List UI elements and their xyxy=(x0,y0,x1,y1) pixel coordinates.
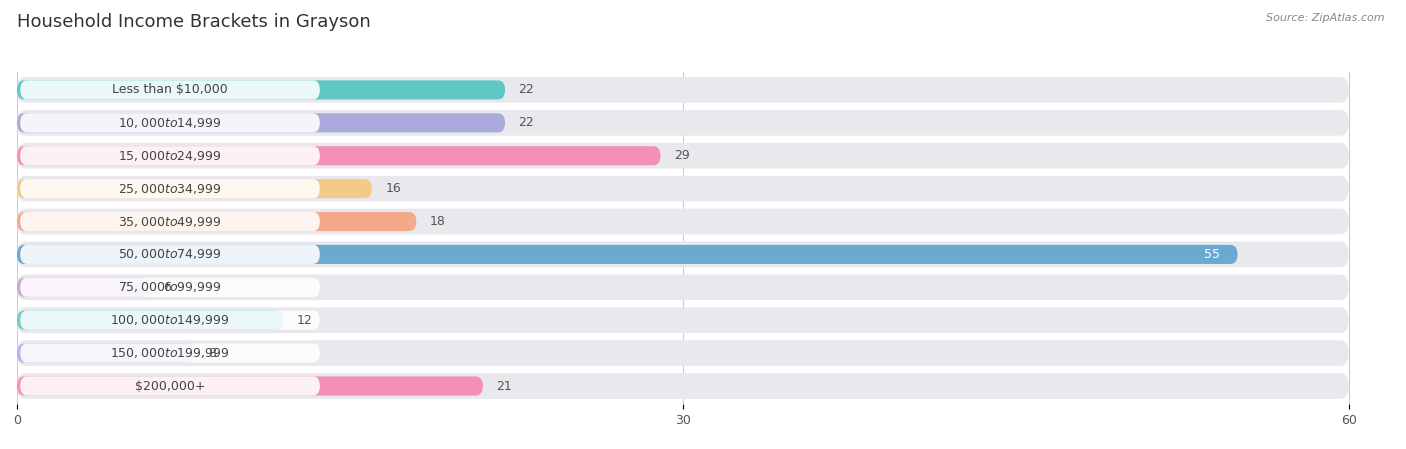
Text: Less than $10,000: Less than $10,000 xyxy=(112,84,228,97)
Text: $75,000 to $99,999: $75,000 to $99,999 xyxy=(118,280,222,294)
Text: 18: 18 xyxy=(430,215,446,228)
Text: 16: 16 xyxy=(385,182,401,195)
Text: 55: 55 xyxy=(1204,248,1220,261)
FancyBboxPatch shape xyxy=(17,340,1348,366)
FancyBboxPatch shape xyxy=(20,80,319,100)
FancyBboxPatch shape xyxy=(17,176,1348,202)
FancyBboxPatch shape xyxy=(20,146,319,165)
Text: 6: 6 xyxy=(163,281,172,294)
Text: $100,000 to $149,999: $100,000 to $149,999 xyxy=(110,313,229,327)
Text: $25,000 to $34,999: $25,000 to $34,999 xyxy=(118,182,222,196)
Text: 22: 22 xyxy=(519,84,534,97)
FancyBboxPatch shape xyxy=(17,278,150,297)
FancyBboxPatch shape xyxy=(17,245,1237,264)
Text: 21: 21 xyxy=(496,379,512,392)
Text: Source: ZipAtlas.com: Source: ZipAtlas.com xyxy=(1267,13,1385,23)
Text: $15,000 to $24,999: $15,000 to $24,999 xyxy=(118,149,222,163)
FancyBboxPatch shape xyxy=(20,113,319,132)
FancyBboxPatch shape xyxy=(20,311,319,330)
Text: Household Income Brackets in Grayson: Household Income Brackets in Grayson xyxy=(17,13,371,31)
FancyBboxPatch shape xyxy=(17,209,1348,234)
FancyBboxPatch shape xyxy=(20,376,319,396)
Text: 22: 22 xyxy=(519,116,534,129)
Text: $150,000 to $199,999: $150,000 to $199,999 xyxy=(110,346,229,360)
FancyBboxPatch shape xyxy=(17,143,1348,168)
FancyBboxPatch shape xyxy=(20,278,319,297)
FancyBboxPatch shape xyxy=(17,376,484,396)
FancyBboxPatch shape xyxy=(17,274,1348,300)
FancyBboxPatch shape xyxy=(17,179,373,198)
Text: 12: 12 xyxy=(297,314,312,327)
FancyBboxPatch shape xyxy=(17,113,505,132)
FancyBboxPatch shape xyxy=(17,343,194,363)
Text: 8: 8 xyxy=(208,347,215,360)
FancyBboxPatch shape xyxy=(17,110,1348,136)
FancyBboxPatch shape xyxy=(17,242,1348,267)
FancyBboxPatch shape xyxy=(20,343,319,363)
Text: $10,000 to $14,999: $10,000 to $14,999 xyxy=(118,116,222,130)
Text: $200,000+: $200,000+ xyxy=(135,379,205,392)
FancyBboxPatch shape xyxy=(17,311,283,330)
Text: $35,000 to $49,999: $35,000 to $49,999 xyxy=(118,215,222,229)
FancyBboxPatch shape xyxy=(17,146,661,165)
FancyBboxPatch shape xyxy=(17,308,1348,333)
Text: $50,000 to $74,999: $50,000 to $74,999 xyxy=(118,247,222,261)
FancyBboxPatch shape xyxy=(17,77,1348,103)
FancyBboxPatch shape xyxy=(17,80,505,100)
FancyBboxPatch shape xyxy=(17,373,1348,399)
FancyBboxPatch shape xyxy=(20,212,319,231)
FancyBboxPatch shape xyxy=(20,245,319,264)
FancyBboxPatch shape xyxy=(20,179,319,198)
FancyBboxPatch shape xyxy=(17,212,416,231)
Text: 29: 29 xyxy=(673,149,689,162)
